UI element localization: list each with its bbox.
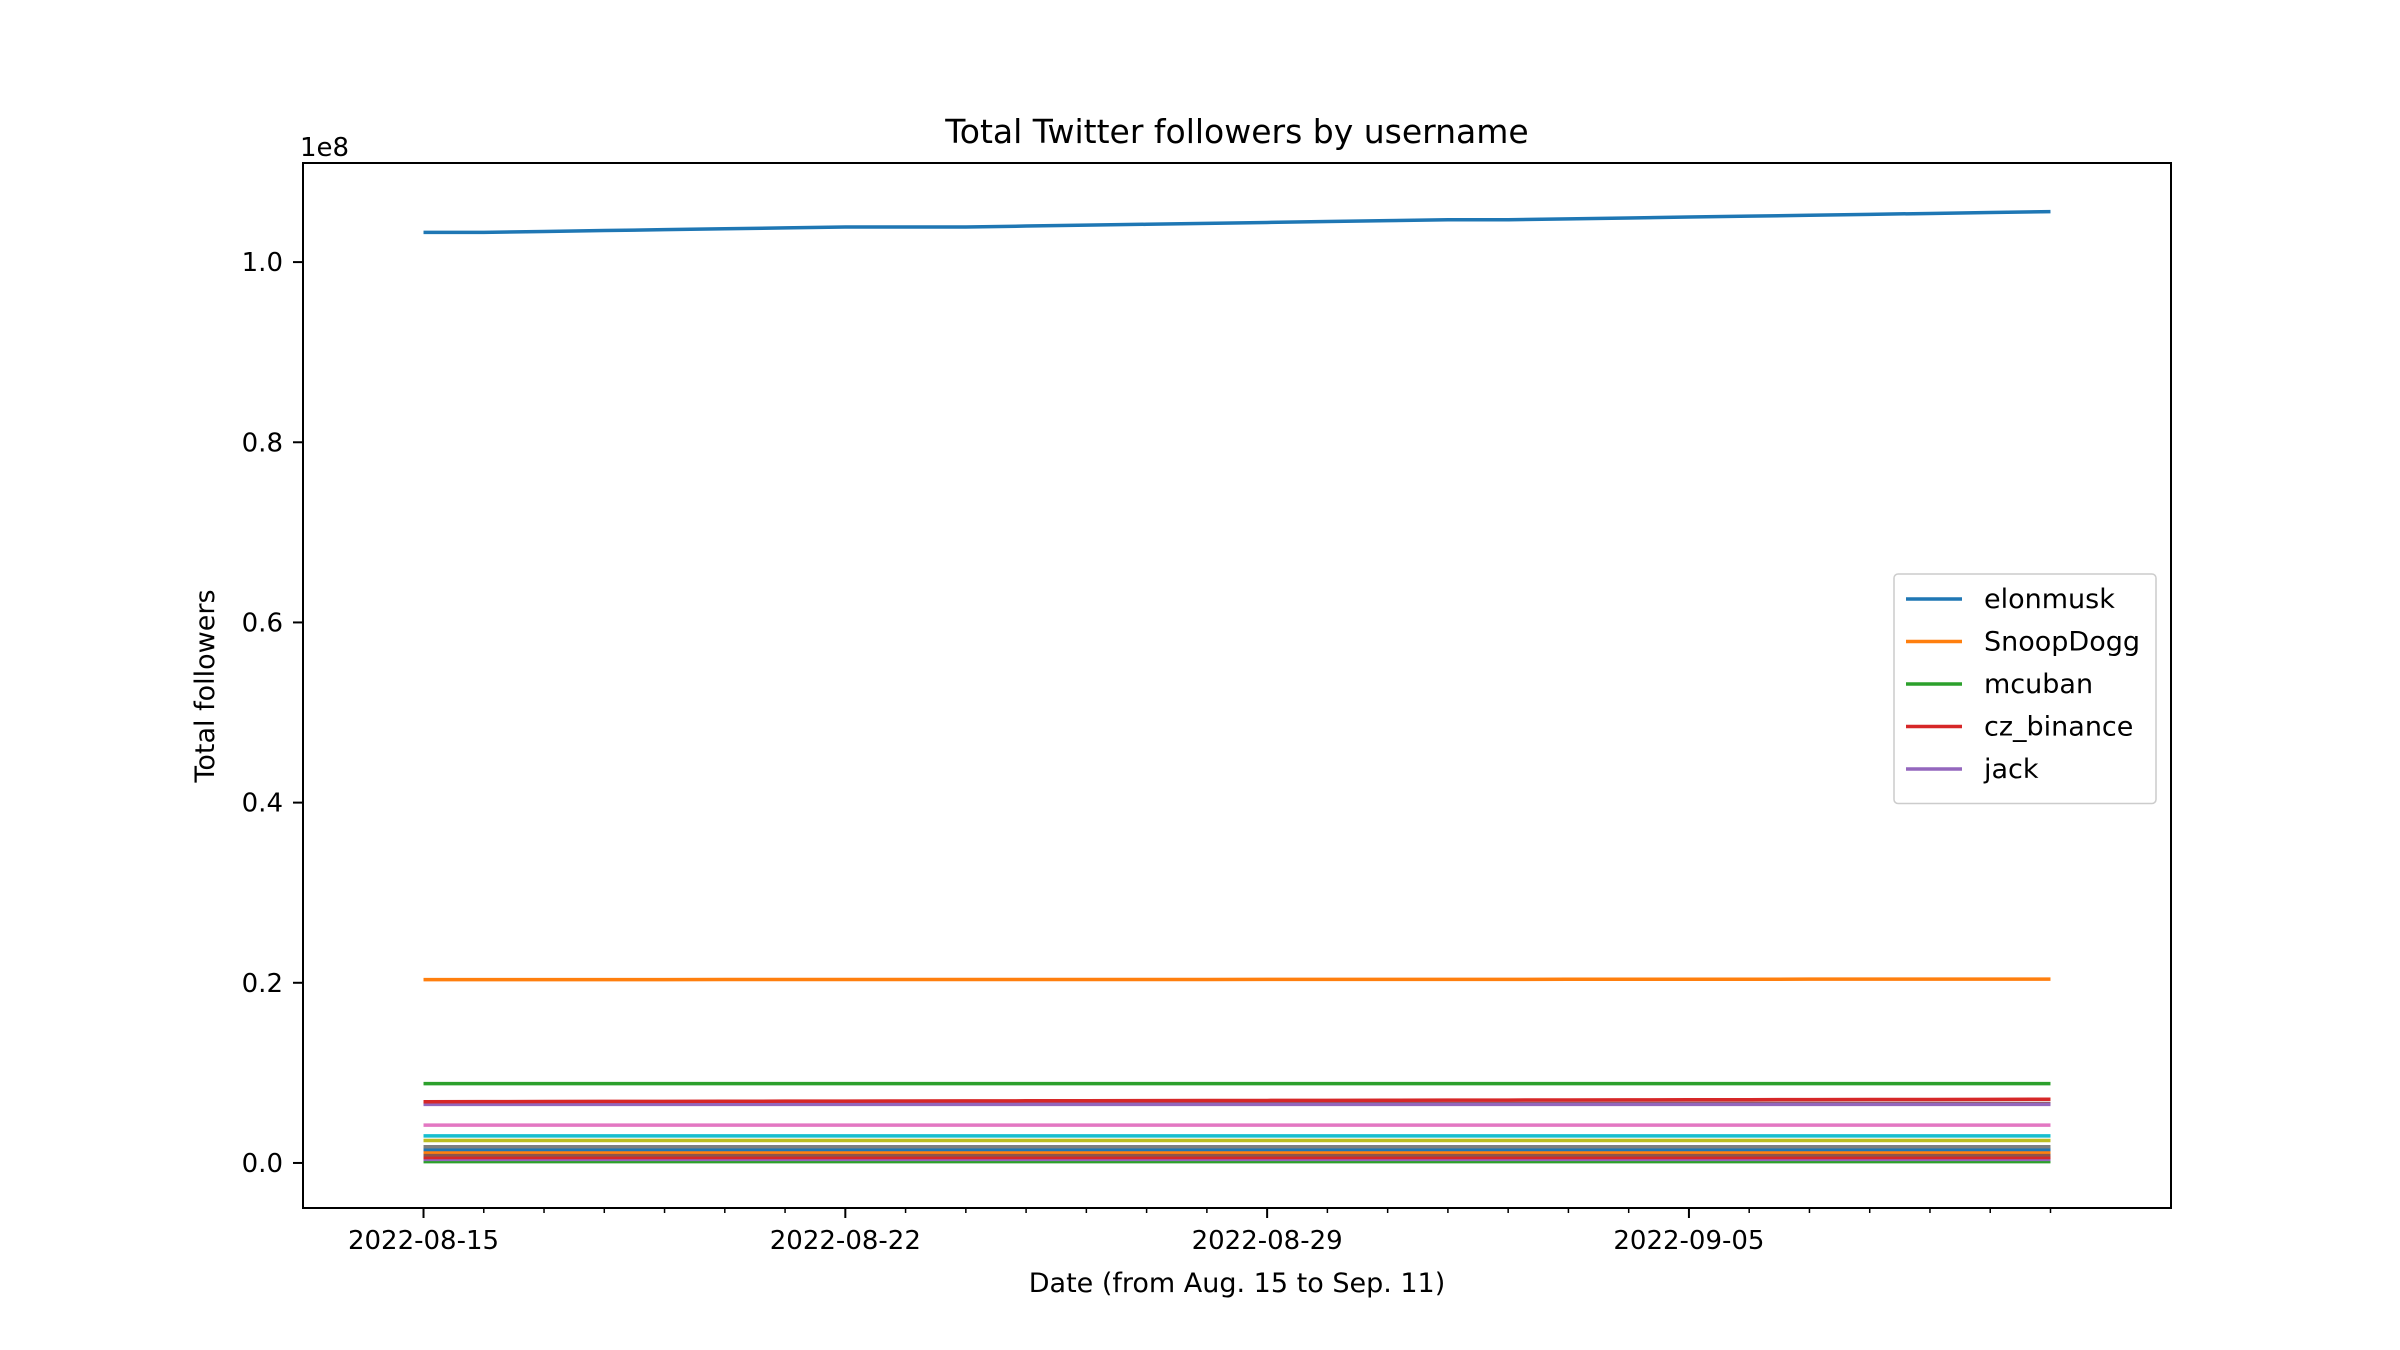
y-tick-label: 0.4 [242, 789, 283, 819]
y-tick-label: 1.0 [242, 248, 283, 278]
legend-label: jack [1983, 754, 2039, 785]
series-layer [423, 209, 2051, 1164]
x-tick-label: 2022-09-05 [1613, 1226, 1764, 1256]
plot-area [423, 209, 2051, 1164]
x-tick-label: 2022-08-22 [770, 1226, 921, 1256]
legend-label: mcuban [1984, 669, 2093, 700]
plot-frame [302, 162, 2172, 1209]
legend-box [1893, 573, 2157, 805]
y-offset-label: 1e8 [300, 133, 349, 163]
y-axis: 0.0 0.2 0.4 0.6 0.8 1.0 [242, 248, 303, 1179]
x-axis: 2022-08-15 2022-08-22 2022-08-29 2022-09-05 [348, 1208, 2052, 1256]
chart-title: Total Twitter followers by username [944, 112, 1528, 151]
y-tick-label: 0.6 [242, 608, 283, 638]
y-tick-label: 0.2 [242, 969, 283, 999]
series-line-elonmusk [423, 209, 2051, 235]
x-axis-label: Date (from Aug. 15 to Sep. 11) [1029, 1268, 1446, 1299]
x-tick-label: 2022-08-15 [348, 1226, 499, 1256]
y-tick-label: 0.8 [242, 428, 283, 458]
series-line-SnoopDogg [423, 977, 2051, 982]
series-line-cz_binance [423, 1097, 2051, 1104]
legend-label: SnoopDogg [1984, 627, 2140, 658]
legend-label: cz_binance [1984, 712, 2133, 743]
y-axis-label: Total followers [190, 589, 221, 783]
y-tick-label: 0.0 [242, 1149, 283, 1179]
x-tick-label: 2022-08-29 [1192, 1226, 1343, 1256]
legend-label: elonmusk [1984, 584, 2115, 615]
